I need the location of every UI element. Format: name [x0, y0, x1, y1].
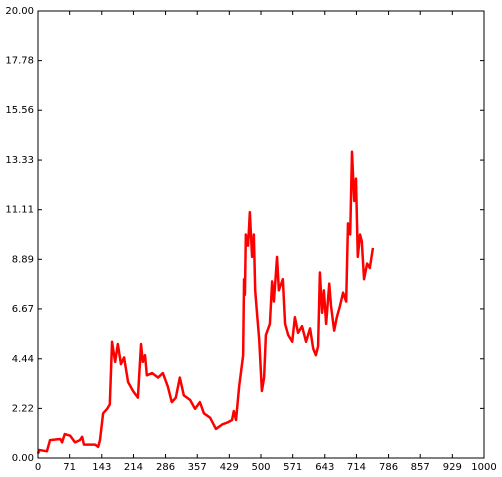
- x-tick-label: 929: [443, 462, 462, 473]
- x-tick-label: 143: [92, 462, 111, 473]
- y-tick-label: 6.67: [12, 304, 34, 315]
- y-tick-label: 20.00: [5, 6, 34, 17]
- y-tick-label: 2.22: [12, 403, 34, 414]
- y-tick-label: 13.33: [5, 155, 34, 166]
- data-line: [36, 150, 375, 454]
- x-tick-label: 357: [188, 462, 207, 473]
- x-tick-label: 643: [315, 462, 334, 473]
- x-tick-label: 286: [156, 462, 175, 473]
- x-tick-label: 429: [220, 462, 239, 473]
- x-tick-label: 1000: [471, 462, 496, 473]
- y-tick-label: 0.00: [12, 453, 34, 464]
- x-tick-label: 214: [124, 462, 143, 473]
- x-tick-label: 714: [347, 462, 366, 473]
- x-tick-label: 857: [411, 462, 430, 473]
- y-tick-label: 8.89: [12, 254, 34, 265]
- y-tick-label: 4.44: [12, 354, 34, 365]
- y-tick-label: 15.56: [5, 105, 34, 116]
- y-tick-label: 17.78: [5, 56, 34, 67]
- x-tick-label: 71: [63, 462, 76, 473]
- y-tick-label: 11.11: [5, 205, 34, 216]
- x-tick-label: 0: [35, 462, 41, 473]
- x-tick-label: 500: [251, 462, 270, 473]
- x-tick-label: 571: [283, 462, 302, 473]
- x-tick-label: 786: [379, 462, 398, 473]
